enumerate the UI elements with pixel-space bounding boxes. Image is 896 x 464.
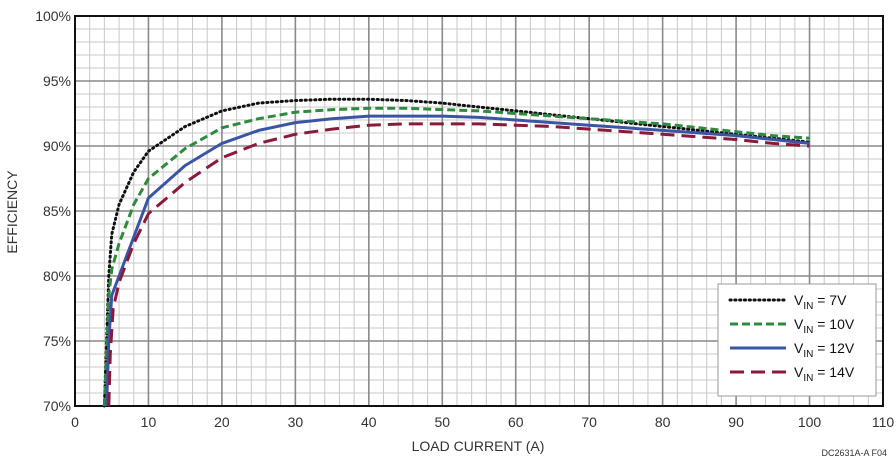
- figure-footnote: DC2631A-A F04: [821, 448, 887, 458]
- y-tick-label: 80%: [43, 268, 71, 284]
- y-tick-labels: 70% 75% 80% 85% 90% 95% 100%: [35, 8, 71, 414]
- legend-label: VIN = 12V: [794, 340, 855, 360]
- y-tick-label: 85%: [43, 203, 71, 219]
- legend-box: [717, 283, 877, 397]
- plot-frame: [74, 15, 884, 407]
- y-tick-label: 75%: [43, 333, 71, 349]
- x-tick-label: 60: [508, 414, 524, 430]
- x-tick-label: 100: [798, 414, 822, 430]
- series-line-3: [105, 114, 810, 407]
- y-tick-label: 90%: [43, 138, 71, 154]
- series-line-1: [102, 97, 812, 408]
- x-tick-label: 10: [141, 414, 157, 430]
- x-tick-label: 110: [872, 414, 895, 430]
- x-tick-label: 20: [214, 414, 230, 430]
- legend-label: VIN = 10V: [794, 316, 855, 336]
- x-tick-label: 70: [581, 414, 597, 430]
- legend-label: VIN = 7V: [794, 292, 847, 312]
- x-tick-label: 0: [71, 414, 79, 430]
- x-axis-title: LOAD CURRENT (A): [412, 438, 545, 454]
- y-tick-label: 70%: [43, 398, 71, 414]
- series-layer: [102, 97, 812, 408]
- x-tick-label: 40: [361, 414, 377, 430]
- y-tick-label: 95%: [43, 73, 71, 89]
- x-tick-label: 30: [288, 414, 304, 430]
- y-tick-label: 100%: [35, 8, 71, 24]
- x-tick-label: 80: [655, 414, 671, 430]
- legend-label: VIN = 14V: [794, 364, 855, 384]
- legend: VIN = 7V VIN = 10V VIN = 12V VIN = 14V: [717, 283, 877, 397]
- x-tick-label: 50: [434, 414, 450, 430]
- series-line-2: [102, 106, 810, 407]
- y-axis-title: EFFICIENCY: [4, 170, 20, 254]
- x-tick-label: 90: [728, 414, 744, 430]
- series-line-4: [107, 122, 810, 407]
- x-tick-labels: 0 10 20 30 40 50 60 70 80 90 100 110: [71, 414, 894, 430]
